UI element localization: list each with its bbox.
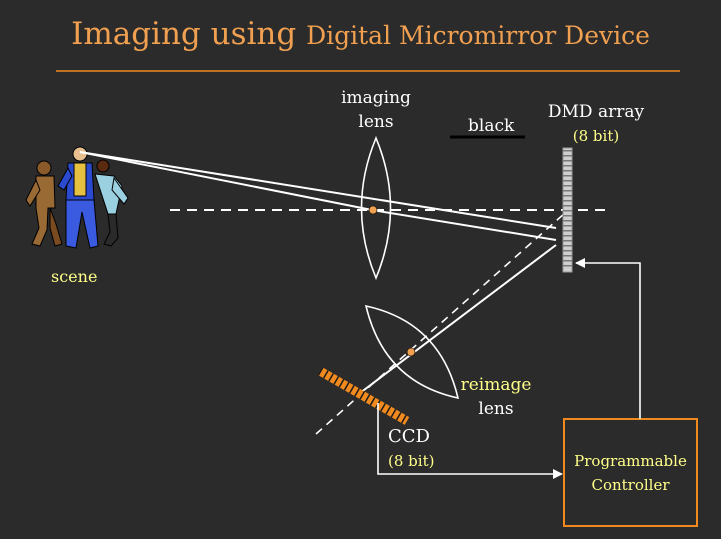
imaging-lens-focal-point <box>368 205 378 215</box>
reimage-lens-label: reimage lens <box>446 373 546 421</box>
dmd-array-label: DMD array (8 bit) <box>536 100 656 148</box>
controller-label-line2: Controller <box>591 476 670 494</box>
ray-lens-to-dmd <box>371 209 557 241</box>
page-title: Imaging using Digital Micromirror Device <box>0 16 721 52</box>
imaging-lens-label-line2: lens <box>358 112 394 132</box>
controller-label: Programmable Controller <box>564 449 697 497</box>
ccd-to-controller-arrow <box>377 403 563 479</box>
ccd-sensor <box>317 367 410 425</box>
ccd-label-line2: (8 bit) <box>388 452 435 470</box>
imaging-lens-label: imaging lens <box>326 86 426 134</box>
ray-dmd-to-ccd <box>359 244 557 394</box>
imaging-lens <box>360 135 392 281</box>
black-label: black <box>468 116 515 136</box>
controller-label-line1: Programmable <box>574 452 687 470</box>
imaging-lens-label-line1: imaging <box>341 88 411 108</box>
controller-to-dmd-arrow <box>575 258 641 419</box>
dmd-array <box>562 147 573 273</box>
title-part-2: Digital Micromirror Device <box>306 21 650 50</box>
scene-label: scene <box>51 267 98 286</box>
dmd-array-label-line1: DMD array <box>547 102 645 122</box>
ray-scene-to-lens <box>79 151 373 211</box>
dmd-array-label-line2: (8 bit) <box>572 127 620 145</box>
title-part-1: Imaging using <box>71 16 307 52</box>
ray-scene-to-dmd <box>79 151 557 229</box>
reimage-lens-label-line1: reimage <box>460 375 532 395</box>
reimage-lens-label-line2: lens <box>478 399 514 419</box>
ccd-label-line1: CCD <box>388 426 430 447</box>
ccd-label: CCD (8 bit) <box>388 425 434 473</box>
scene-people-illustration <box>25 146 129 249</box>
reimage-lens-center-point <box>406 347 416 357</box>
programmable-controller-box <box>563 418 698 527</box>
reimage-lens <box>364 304 460 400</box>
